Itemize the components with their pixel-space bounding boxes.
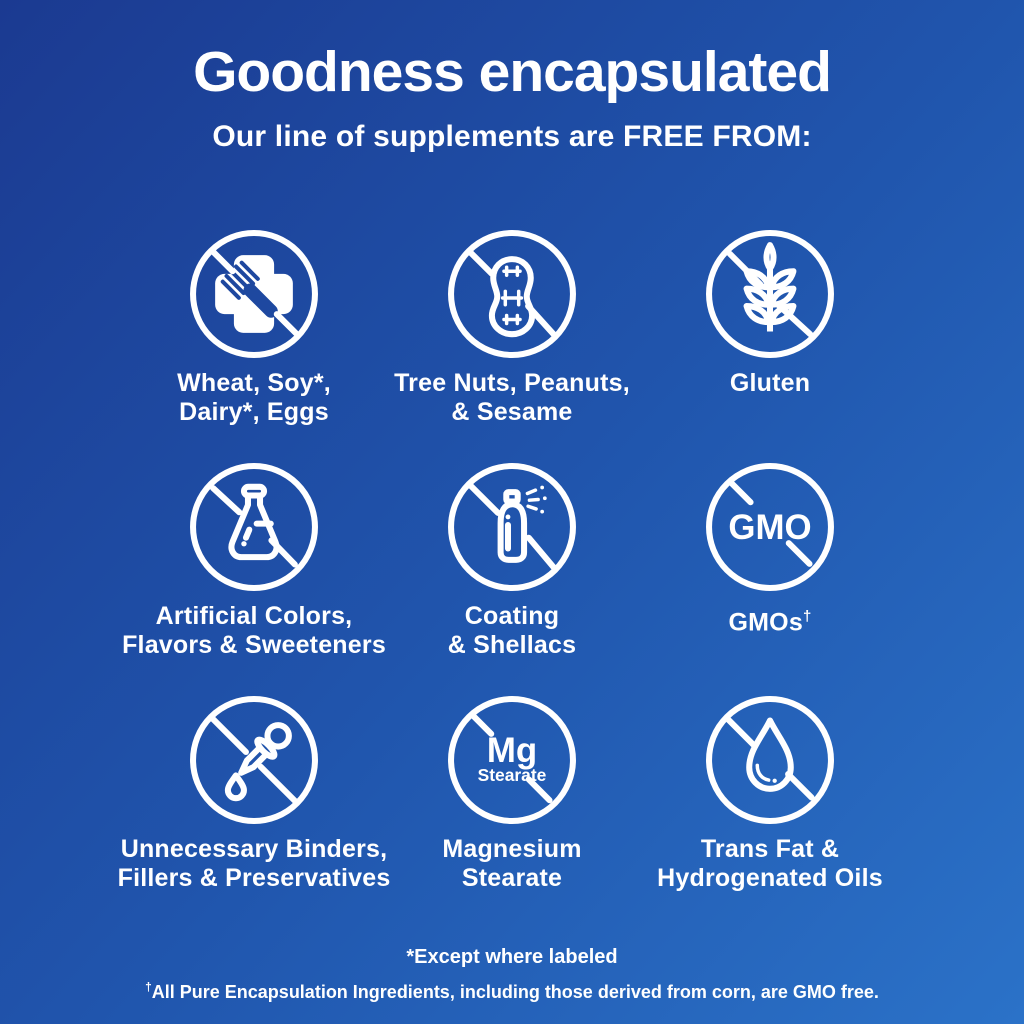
prohibition-circle bbox=[706, 463, 834, 591]
item-label: Artificial Colors, Flavors & Sweeteners bbox=[122, 602, 386, 659]
prohibition-circle bbox=[448, 463, 576, 591]
no-gmo-icon: GMO bbox=[706, 463, 834, 591]
oil-drop-glyph bbox=[746, 717, 794, 792]
no-dropper-icon bbox=[190, 696, 318, 824]
item-label: Unnecessary Binders, Fillers & Preservat… bbox=[117, 835, 391, 892]
no-medical-cross-fork-icon bbox=[190, 230, 318, 358]
dropper-glyph bbox=[224, 722, 292, 802]
wheat-glyph bbox=[743, 242, 797, 332]
item-label: Tree Nuts, Peanuts, & Sesame bbox=[394, 369, 630, 426]
prohibition-circle bbox=[448, 696, 576, 824]
no-peanut-icon bbox=[448, 230, 576, 358]
page-subtitle: Our line of supplements are FREE FROM: bbox=[212, 120, 812, 153]
peanut-glyph bbox=[488, 256, 536, 338]
item-label: Coating & Shellacs bbox=[447, 602, 577, 659]
page-title: Goodness encapsulated bbox=[193, 40, 832, 104]
prohibition-slash bbox=[209, 248, 300, 337]
item-label: Wheat, Soy*, Dairy*, Eggs bbox=[177, 369, 331, 426]
no-oil-drop-icon bbox=[706, 696, 834, 824]
free-from-item-wheat-soy-dairy-eggs: Wheat, Soy*, Dairy*, Eggs bbox=[125, 227, 383, 427]
flask-glyph bbox=[228, 483, 280, 561]
mg-badge-text: Mg bbox=[487, 731, 537, 770]
header: Goodness encapsulated Our line of supple… bbox=[0, 0, 1024, 156]
prohibition-circle bbox=[190, 696, 318, 824]
free-from-item-artificial-colors: Artificial Colors, Flavors & Sweeteners bbox=[122, 460, 386, 660]
item-label: Magnesium Stearate bbox=[442, 835, 582, 892]
stearate-badge-text: Stearate bbox=[478, 765, 547, 785]
prohibition-slash bbox=[210, 485, 298, 568]
footnotes: *Except where labeled †All Pure Encapsul… bbox=[0, 945, 1024, 1004]
spray-can-glyph bbox=[497, 485, 547, 563]
prohibition-circle bbox=[706, 696, 834, 824]
prohibition-slash bbox=[467, 249, 557, 338]
prohibition-slash bbox=[467, 482, 557, 571]
medical-cross-glyph bbox=[215, 255, 293, 333]
prohibition-circle bbox=[448, 230, 576, 358]
item-label: GMOs† bbox=[728, 608, 812, 637]
free-from-grid: Wheat, Soy*, Dairy*, Eggs bbox=[0, 227, 1024, 893]
footnote-dagger: †All Pure Encapsulation Ingredients, inc… bbox=[145, 980, 879, 1002]
prohibition-slash bbox=[725, 716, 815, 801]
footnote-asterisk: *Except where labeled bbox=[406, 946, 618, 968]
prohibition-circle bbox=[190, 230, 318, 358]
prohibition-circle bbox=[190, 463, 318, 591]
prohibition-slash bbox=[727, 479, 813, 567]
no-flask-icon bbox=[190, 463, 318, 591]
prohibition-slash bbox=[470, 712, 553, 804]
free-from-item-coating-shellacs: Coating & Shellacs bbox=[383, 460, 641, 660]
prohibition-circle bbox=[706, 230, 834, 358]
free-from-item-gluten: Gluten bbox=[641, 227, 899, 427]
free-from-item-gmos: GMO GMOs† bbox=[641, 460, 899, 660]
spray-mist bbox=[525, 488, 540, 511]
no-mg-stearate-icon: Mg Stearate bbox=[448, 696, 576, 824]
no-spray-can-icon bbox=[448, 463, 576, 591]
prohibition-slash bbox=[209, 715, 299, 805]
free-from-item-magnesium-stearate: Mg Stearate Magnesium Stearate bbox=[383, 693, 641, 893]
item-label: Trans Fat & Hydrogenated Oils bbox=[657, 835, 883, 892]
free-from-item-trans-fat: Trans Fat & Hydrogenated Oils bbox=[641, 693, 899, 893]
gmo-badge-text: GMO bbox=[728, 508, 811, 547]
free-from-item-tree-nuts-peanuts-sesame: Tree Nuts, Peanuts, & Sesame bbox=[383, 227, 641, 427]
no-wheat-stalk-icon bbox=[706, 230, 834, 358]
item-label: Gluten bbox=[729, 369, 811, 397]
free-from-item-unnecessary-binders: Unnecessary Binders, Fillers & Preservat… bbox=[118, 693, 390, 893]
